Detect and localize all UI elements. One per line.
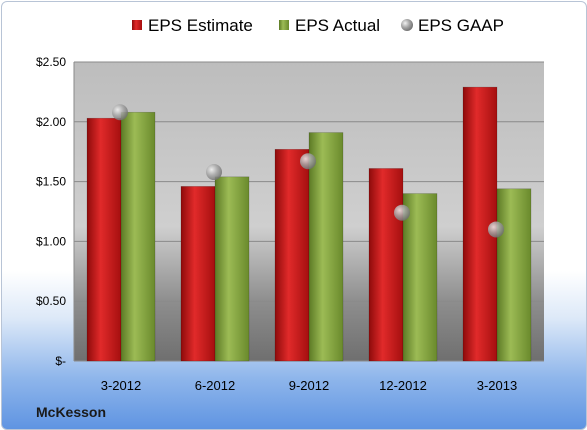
y-tick-label: $2.00 (36, 115, 66, 129)
y-tick-label: $1.00 (36, 234, 66, 248)
point-eps-gaap (300, 153, 316, 170)
plot-area: $- $0.50 $1.00 $1.50 $2.00 $2.50 3-2012 6-2012 9… (36, 55, 544, 393)
y-tick-label: $- (55, 354, 66, 368)
legend-swatch (401, 19, 413, 31)
legend-item-eps-gaap: EPS GAAP (401, 16, 504, 35)
y-tick-label: $1.50 (36, 175, 66, 189)
x-tick-label: 9-2012 (289, 378, 329, 393)
bar-eps-estimate (274, 149, 310, 362)
bar-eps-actual (214, 176, 250, 362)
y-tick-label: $2.50 (36, 55, 66, 69)
point-eps-gaap (488, 221, 504, 238)
x-tick-label: 3-2012 (101, 378, 141, 393)
x-tick-label: 12-2012 (379, 378, 427, 393)
point-eps-gaap (394, 204, 410, 221)
bar-eps-actual (120, 111, 156, 362)
company-label: McKesson (36, 404, 106, 420)
bar-eps-estimate (86, 117, 122, 362)
bar-eps-estimate (180, 186, 216, 362)
legend: EPS Estimate EPS Actual EPS GAAP (132, 16, 504, 35)
legend-label: EPS Estimate (148, 16, 253, 35)
legend-label: EPS GAAP (418, 16, 504, 35)
bar-eps-actual (402, 193, 438, 362)
legend-swatch (132, 20, 142, 30)
legend-swatch (279, 20, 289, 30)
bar-eps-estimate (368, 168, 404, 362)
legend-label: EPS Actual (295, 16, 380, 35)
legend-item-eps-actual: EPS Actual (279, 16, 380, 35)
y-tick-label: $0.50 (36, 294, 66, 308)
bar-eps-actual (496, 188, 532, 362)
point-eps-gaap (206, 164, 222, 181)
point-eps-gaap (112, 104, 128, 121)
x-tick-label: 3-2013 (477, 378, 517, 393)
legend-item-eps-estimate: EPS Estimate (132, 16, 253, 35)
bar-eps-actual (308, 132, 344, 362)
x-tick-label: 6-2012 (195, 378, 235, 393)
